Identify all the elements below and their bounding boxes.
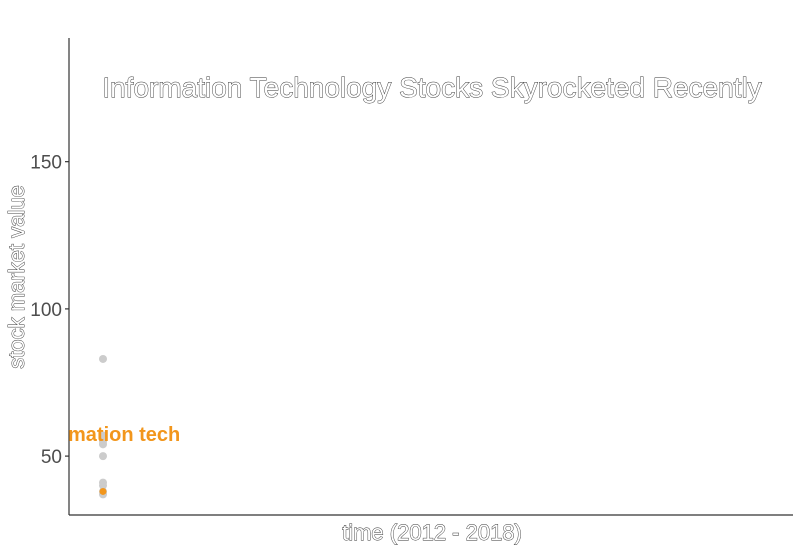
data-point (99, 452, 107, 460)
y-axis-label: stock market value (4, 185, 29, 368)
highlight-label: mation tech (68, 424, 180, 446)
y-tick-label: 50 (41, 447, 62, 468)
y-tick-label: 150 (30, 153, 62, 174)
x-axis-label: time (2012 - 2018) (342, 520, 522, 545)
chart-title: Information Technology Stocks Skyrockete… (102, 72, 761, 103)
y-axis-ticks: 50 100 150 (30, 153, 69, 468)
y-tick-label: 100 (30, 300, 62, 321)
highlight-data-point (100, 488, 107, 495)
data-point (99, 355, 107, 363)
